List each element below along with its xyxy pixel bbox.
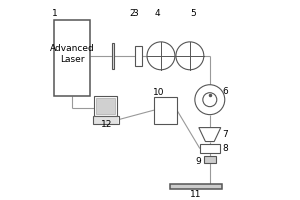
Circle shape xyxy=(203,93,217,107)
Bar xyxy=(94,96,117,116)
Text: 4: 4 xyxy=(154,9,160,18)
Bar xyxy=(200,144,220,153)
Text: 8: 8 xyxy=(222,144,228,153)
Circle shape xyxy=(176,42,204,70)
Bar xyxy=(93,116,119,124)
Text: 3: 3 xyxy=(132,9,138,18)
Text: 12: 12 xyxy=(101,120,113,129)
Bar xyxy=(135,46,142,66)
Text: 9: 9 xyxy=(195,157,201,166)
Text: Advanced
Laser: Advanced Laser xyxy=(50,44,94,64)
Polygon shape xyxy=(199,128,221,142)
Bar xyxy=(96,98,115,114)
Text: 2: 2 xyxy=(129,9,135,18)
Text: 6: 6 xyxy=(222,87,228,96)
Text: 1: 1 xyxy=(52,9,58,18)
Bar xyxy=(112,43,114,69)
Bar xyxy=(54,20,90,96)
Text: 7: 7 xyxy=(222,130,228,139)
Circle shape xyxy=(195,85,225,115)
Circle shape xyxy=(147,42,175,70)
Bar xyxy=(170,184,222,189)
Bar xyxy=(204,156,216,163)
Text: 11: 11 xyxy=(190,190,202,199)
Text: 10: 10 xyxy=(153,88,165,97)
Bar xyxy=(154,97,177,124)
Text: 5: 5 xyxy=(190,9,196,18)
